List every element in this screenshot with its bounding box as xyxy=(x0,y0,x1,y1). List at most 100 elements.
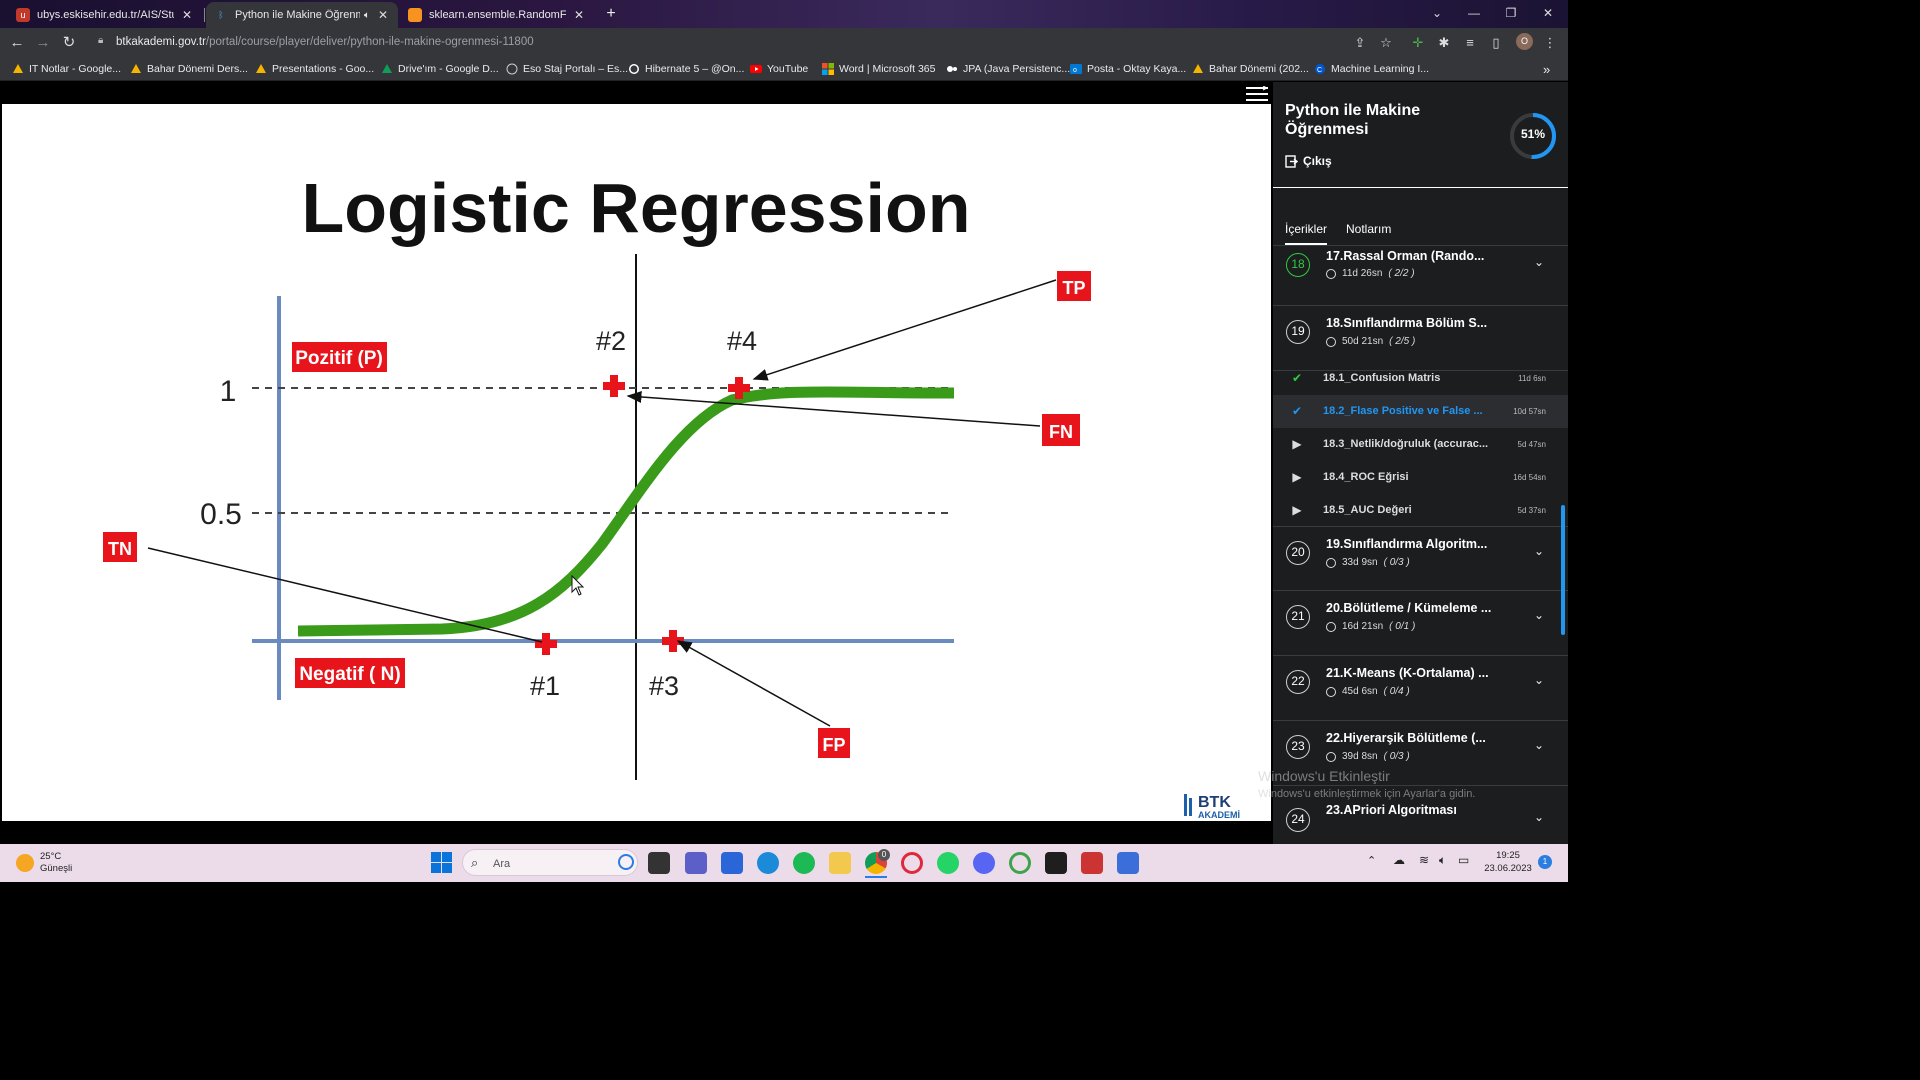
bookmark-item[interactable]: Bahar Dönemi Ders... xyxy=(130,61,248,77)
battery-icon[interactable]: ▭ xyxy=(1458,853,1470,867)
logo-subtext: AKADEMİ xyxy=(1198,810,1240,820)
notepad-icon[interactable] xyxy=(1117,852,1139,874)
close-tab-icon[interactable]: ✕ xyxy=(573,8,585,22)
section-item[interactable]: 23 22.Hiyerarşik Bölütleme (... 39d 8sn (… xyxy=(1273,721,1568,786)
lesson-item[interactable]: ▶ 18.4_ROC Eğrisi 16d 54sn xyxy=(1273,461,1568,494)
section-title: 19.Sınıflandırma Algoritm... xyxy=(1326,537,1488,551)
lesson-item[interactable]: ▶ 18.3_Netlik/doğruluk (accurac... 5d 47… xyxy=(1273,428,1568,461)
section-meta: 11d 26sn ( 2/2 ) xyxy=(1326,268,1415,279)
lock-icon[interactable]: 🔒︎ xyxy=(98,35,104,46)
close-tab-icon[interactable]: ✕ xyxy=(181,8,193,22)
task-view-icon[interactable] xyxy=(648,852,670,874)
bookmark-item[interactable]: JPA (Java Persistenc... xyxy=(946,61,1070,77)
bookmark-item[interactable]: Drive'ım - Google D... xyxy=(381,61,499,77)
side-panel-icon[interactable]: ▯ xyxy=(1492,35,1500,50)
notification-badge[interactable]: 1 xyxy=(1538,855,1552,869)
section-item[interactable]: 24 23.APriori Algoritması ⌄ xyxy=(1273,786,1568,844)
close-window-button[interactable]: ✕ xyxy=(1542,6,1554,20)
section-number: 23 xyxy=(1286,735,1310,759)
chevron-down-icon[interactable]: ⌄ xyxy=(1533,810,1545,824)
section-item[interactable]: 21 20.Bölütleme / Kümeleme ... 16d 21sn (… xyxy=(1273,591,1568,656)
discord-icon[interactable] xyxy=(973,852,995,874)
chevron-down-icon[interactable]: ⌄ xyxy=(1533,738,1545,752)
lesson-item-current[interactable]: ✔ 18.2_Flase Positive ve False ... 10d 5… xyxy=(1273,395,1568,428)
extension-plus-icon[interactable]: ✛ xyxy=(1412,35,1424,50)
bookmark-label: Drive'ım - Google D... xyxy=(398,63,499,75)
bookmarks-overflow-icon[interactable]: » xyxy=(1543,61,1551,77)
tab-ubys[interactable]: u ubys.eskisehir.edu.tr/AIS/Student ✕ xyxy=(8,2,202,28)
tab-sklearn[interactable]: sklearn.ensemble.RandomForestC ✕ xyxy=(400,2,594,28)
bookmark-item[interactable]: Presentations - Goo... xyxy=(255,61,374,77)
bookmark-item[interactable]: YouTube xyxy=(750,61,808,77)
windows-activation-watermark-title: Windows'u Etkinleştir xyxy=(1258,768,1390,784)
lesson-item[interactable]: ▶ 18.5_AUC Değeri 5d 37sn xyxy=(1273,494,1568,527)
tab-search-chevron-icon[interactable]: ⌄ xyxy=(1431,6,1443,20)
section-item[interactable]: 19 18.Sınıflandırma Bölüm S... 50d 21sn (… xyxy=(1273,306,1568,371)
lesson-item[interactable]: ✔ 18.1_Confusion Matris 11d 6sn xyxy=(1273,362,1568,395)
onedrive-icon[interactable]: ☁ xyxy=(1393,853,1405,867)
sidebar-scrollbar[interactable] xyxy=(1561,505,1565,635)
tray-chevron-up-icon[interactable]: ⌃ xyxy=(1367,855,1377,867)
svg-text:C: C xyxy=(1317,67,1322,74)
course-sidebar: Python ile Makine Öğrenmesi Çıkış 51% İç… xyxy=(1273,82,1568,844)
close-tab-icon[interactable]: ✕ xyxy=(377,8,389,22)
extensions-puzzle-icon[interactable]: ✱ xyxy=(1438,35,1450,50)
progress-percent: 51% xyxy=(1520,127,1546,141)
chevron-down-icon[interactable]: ⌄ xyxy=(1533,673,1545,687)
taskbar-clock[interactable]: 19:25 23.06.2023 xyxy=(1476,849,1540,875)
weather-widget[interactable]: 25°C Güneşli xyxy=(16,851,72,875)
whatsapp-icon[interactable] xyxy=(937,852,959,874)
tab-btk-course[interactable]: ᛒ Python ile Makine Öğrenmesi 🔈︎ ✕ xyxy=(206,2,398,28)
reload-button[interactable]: ↻ xyxy=(62,34,76,51)
restore-button[interactable]: ❐ xyxy=(1505,6,1517,20)
app-ring-icon[interactable] xyxy=(1009,852,1031,874)
section-item[interactable]: 22 21.K-Means (K-Ortalama) ... 45d 6sn ( … xyxy=(1273,656,1568,721)
bookmark-label: JPA (Java Persistenc... xyxy=(963,63,1071,75)
volume-icon[interactable]: 🔈︎ xyxy=(1439,853,1447,867)
bookmark-item[interactable]: IT Notlar - Google... xyxy=(12,61,121,77)
bookmark-star-icon[interactable]: ☆ xyxy=(1380,35,1392,50)
section-item[interactable]: 20 19.Sınıflandırma Algoritm... 33d 9sn (… xyxy=(1273,526,1568,591)
section-item[interactable]: 18 17.Rassal Orman (Rando... 11d 26sn ( 2… xyxy=(1273,247,1568,306)
wifi-icon[interactable]: ≋ xyxy=(1419,853,1430,867)
bookmark-item[interactable]: Eso Staj Portalı – Es... xyxy=(506,61,628,77)
chevron-down-icon[interactable]: ⌄ xyxy=(1533,255,1545,269)
share-icon[interactable]: ⇪ xyxy=(1354,35,1366,50)
y-tick-half: 0.5 xyxy=(200,498,242,531)
exit-icon xyxy=(1285,154,1298,168)
back-button[interactable]: ← xyxy=(9,34,25,51)
bookmark-item[interactable]: Hibernate 5 – @On... xyxy=(628,61,744,77)
edge-icon[interactable] xyxy=(757,852,779,874)
taskbar-search[interactable]: ⌕ Ara xyxy=(462,849,638,876)
logo-text: BTK xyxy=(1198,794,1231,811)
forward-button[interactable]: → xyxy=(35,34,51,51)
exit-button[interactable]: Çıkış xyxy=(1285,154,1332,168)
snipping-tool-icon[interactable] xyxy=(1081,852,1103,874)
tab-my-notes[interactable]: Notlarım xyxy=(1346,222,1392,236)
tp-arrow xyxy=(752,279,1057,381)
tab-contents[interactable]: İçerikler xyxy=(1285,222,1328,245)
browser-menu-icon[interactable]: ⋮ xyxy=(1543,35,1557,50)
terminal-icon[interactable] xyxy=(1045,852,1067,874)
minimize-button[interactable]: — xyxy=(1468,6,1480,20)
bookmark-item[interactable]: Bahar Dönemi (202... xyxy=(1192,61,1309,77)
opera-icon[interactable] xyxy=(901,852,923,874)
audio-playing-icon[interactable]: 🔈︎ xyxy=(364,9,370,21)
new-tab-button[interactable]: + xyxy=(606,5,616,22)
bookmark-item[interactable]: Word | Microsoft 365 xyxy=(822,61,935,77)
bookmarks-bar: IT Notlar - Google... Bahar Dönemi Ders.… xyxy=(0,57,1568,81)
bookmark-item[interactable]: C Machine Learning I... xyxy=(1314,61,1429,77)
profile-avatar[interactable]: O xyxy=(1516,33,1533,50)
spotify-icon[interactable] xyxy=(793,852,815,874)
toggle-sidebar-icon[interactable] xyxy=(1246,85,1269,102)
chevron-down-icon[interactable]: ⌄ xyxy=(1533,544,1545,558)
google-drive-icon xyxy=(13,64,23,73)
teams-icon[interactable] xyxy=(685,852,707,874)
file-explorer-icon[interactable] xyxy=(829,852,851,874)
chevron-down-icon[interactable]: ⌄ xyxy=(1533,608,1545,622)
bookmark-item[interactable]: o Posta - Oktay Kaya... xyxy=(1070,61,1186,77)
store-icon[interactable] xyxy=(721,852,743,874)
media-queue-icon[interactable]: ≡ xyxy=(1466,35,1474,50)
address-bar[interactable]: 🔒︎ btkakademi.gov.tr/portal/course/playe… xyxy=(88,31,1320,54)
windows-start-icon[interactable] xyxy=(431,852,452,873)
